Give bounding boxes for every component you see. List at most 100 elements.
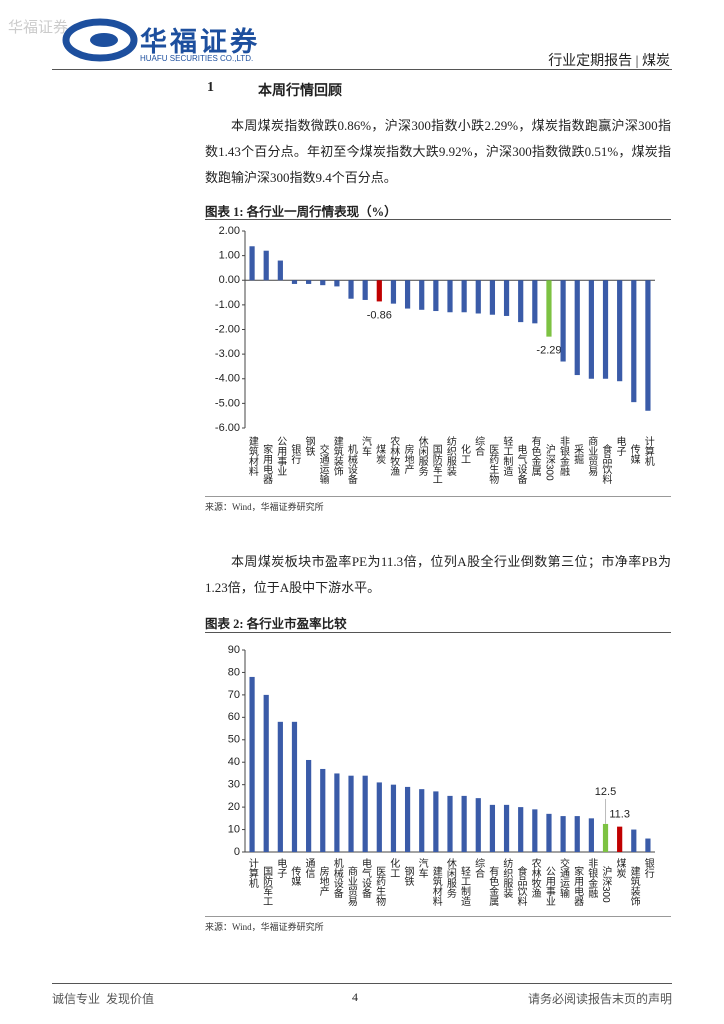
x-tick-label: 传媒 [628,444,640,465]
x-tick-label: 建筑材料 [246,435,258,477]
x-tick-label: 电气设备 [360,857,372,899]
y-tick-label: 40 [228,756,240,768]
x-tick-label: 房地产 [402,443,414,475]
y-tick-label: -1.00 [215,299,240,311]
x-tick-label: 钢铁 [402,865,414,887]
x-tick-label: 建筑装饰 [331,435,343,477]
x-tick-label: 交通运输 [317,443,329,485]
x-tick-label: 商业贸易 [345,865,357,907]
bar [390,784,397,852]
bar [334,773,340,852]
x-tick-label: 纺织服装 [444,435,456,477]
x-tick-label: 家用电器 [572,865,584,907]
source-rule [205,916,671,917]
y-tick-label: -5.00 [215,397,240,409]
x-tick-label: 医药生物 [487,444,499,485]
x-tick-label: 沪深300 [600,865,612,903]
caption-rule [205,632,671,633]
bar [518,807,524,852]
x-tick-label: 计算机 [642,435,654,467]
bar [348,775,354,852]
x-tick-label: 轻工制造 [501,435,513,476]
figure-source: 来源：Wind，华福证券研究所 [205,922,324,932]
source-rule [205,496,671,497]
x-tick-label: 综合 [473,857,485,879]
x-tick-label: 有色金属 [487,865,499,907]
bar [461,280,467,313]
bar [320,768,326,852]
bar [560,816,566,852]
bar [306,280,312,284]
bar [602,280,609,379]
x-tick-label: 公用事业 [543,866,555,906]
x-tick-label: 机械设备 [331,857,343,899]
bar [560,280,566,362]
bar [249,246,255,281]
logo-en: HUAFU SECURITIES CO.,LTD. [140,54,254,63]
data-label: 11.3 [609,809,630,821]
y-tick-label: 80 [228,666,240,678]
bar [376,280,382,302]
bar [617,826,623,852]
bar [532,280,538,324]
y-tick-label: 90 [228,644,240,656]
bar [291,721,298,852]
x-tick-label: 传媒 [289,866,301,887]
x-tick-label: 建筑材料 [430,865,442,907]
x-tick-label: 交通运输 [557,857,569,899]
x-tick-label: 食品饮料 [600,443,612,485]
bar [503,804,510,852]
bar [277,260,283,281]
bar [433,280,439,312]
bar [419,789,425,852]
y-tick-label: -2.00 [215,323,240,335]
y-tick-label: 0.00 [219,274,240,286]
bar [376,782,382,852]
y-tick-label: 70 [228,689,240,701]
bar [461,795,467,852]
x-tick-label: 医药生物 [374,866,386,907]
x-tick-label: 农林牧渔 [529,857,541,899]
x-tick-label: 钢铁 [303,435,315,457]
x-tick-label: 非银金融 [557,436,569,477]
data-label: 12.5 [595,786,616,798]
x-tick-label: 家用电器 [261,443,273,485]
bar [362,775,368,852]
section-number: 1 [207,80,214,95]
x-tick-label: 国防军工 [430,444,442,484]
y-tick-label: 10 [228,823,240,835]
bar [574,280,580,376]
data-label: -0.86 [367,309,392,321]
page-number: 4 [352,990,358,1004]
x-tick-label: 采掘 [572,444,584,465]
header-rule [52,69,672,70]
bar [503,280,510,316]
x-tick-label: 有色金属 [529,435,541,477]
y-tick-label: 20 [228,801,240,813]
y-tick-label: 0 [234,846,240,858]
x-tick-label: 电子 [614,435,626,456]
bar [348,280,354,299]
bar [588,280,594,379]
bar [433,791,439,852]
y-tick-label: 50 [228,734,240,746]
x-tick-label: 化工 [458,443,470,464]
bar [404,786,411,852]
bar [475,798,481,852]
bar [263,694,269,852]
bar [447,280,453,313]
bar [645,280,651,411]
x-tick-label: 机械设备 [345,443,357,485]
x-tick-label: 轻工制造 [458,865,470,906]
bar [574,816,580,852]
x-tick-label: 综合 [473,435,485,457]
bar [489,280,496,315]
paragraph: 本周煤炭板块市盈率PE为11.3倍，位列A股全行业倒数第三位；市净率PB为1.2… [205,554,671,595]
x-tick-label: 休闲服务 [444,858,456,899]
bar [518,280,524,323]
logo-ring [62,18,138,62]
x-tick-label: 建筑装饰 [628,865,640,907]
x-tick-label: 电气设备 [515,443,527,485]
y-tick-label: 60 [228,711,240,723]
